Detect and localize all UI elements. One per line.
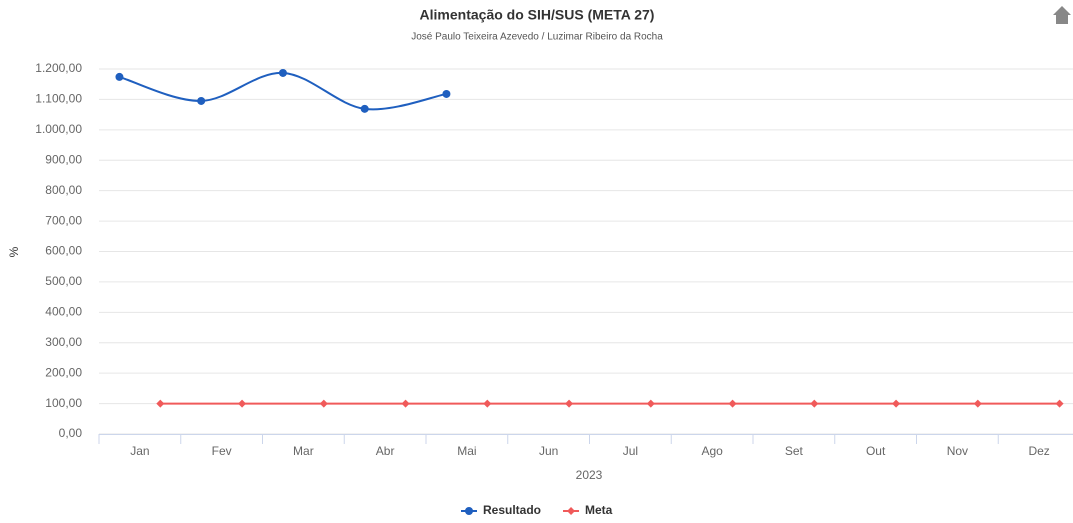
point	[973, 399, 982, 408]
legend-label: Meta	[585, 503, 613, 517]
x-axis-title: 2023	[576, 468, 603, 482]
chart-subtitle: José Paulo Teixeira Azevedo / Luzimar Ri…	[411, 32, 663, 43]
y-tick-label: 600,00	[45, 244, 82, 258]
y-axis-title: %	[7, 246, 21, 257]
point	[810, 399, 819, 408]
y-tick-label: 400,00	[45, 305, 82, 319]
x-tick-label: Jan	[130, 444, 149, 458]
x-tick-label: Mar	[293, 444, 314, 458]
y-tick-label: 1.200,00	[35, 61, 82, 75]
x-tick-label: Dez	[1028, 444, 1049, 458]
y-tick-label: 1.000,00	[35, 122, 82, 136]
y-tick-label: 700,00	[45, 213, 82, 227]
y-tick-label: 1.100,00	[35, 92, 82, 106]
chart-title: Alimentação do SIH/SUS (META 27)	[420, 7, 655, 23]
point	[442, 89, 451, 98]
point	[1055, 399, 1064, 408]
x-tick-label: Jul	[623, 444, 638, 458]
y-tick-label: 900,00	[45, 152, 82, 166]
home-icon[interactable]	[1053, 6, 1071, 24]
y-tick-label: 0,00	[59, 426, 83, 440]
x-tick-label: Abr	[376, 444, 395, 458]
y-tick-label: 200,00	[45, 365, 82, 379]
x-tick-label: Ago	[701, 444, 723, 458]
legend-item[interactable]: Resultado	[461, 503, 541, 517]
point	[278, 68, 287, 77]
legend-item[interactable]: Meta	[563, 503, 613, 517]
point	[197, 96, 206, 105]
legend-symbol	[465, 507, 473, 515]
x-tick-label: Fev	[212, 444, 232, 458]
point	[728, 399, 737, 408]
legend-label: Resultado	[483, 503, 541, 517]
point	[483, 399, 492, 408]
y-tick-label: 800,00	[45, 183, 82, 197]
x-tick-label: Jun	[539, 444, 558, 458]
x-tick-label: Mai	[457, 444, 476, 458]
x-tick-label: Nov	[947, 444, 968, 458]
point	[115, 72, 124, 81]
x-tick-label: Out	[866, 444, 886, 458]
point	[401, 399, 410, 408]
point	[892, 399, 901, 408]
y-tick-label: 300,00	[45, 335, 82, 349]
point	[156, 399, 165, 408]
x-tick-label: Set	[785, 444, 804, 458]
point	[238, 399, 247, 408]
home-shape[interactable]	[1053, 6, 1071, 24]
legend-symbol	[567, 507, 576, 515]
y-tick-label: 500,00	[45, 274, 82, 288]
y-tick-label: 100,00	[45, 396, 82, 410]
point	[319, 399, 328, 408]
point	[565, 399, 574, 408]
point	[360, 104, 369, 113]
point	[646, 399, 655, 408]
series-line	[119, 71, 447, 111]
